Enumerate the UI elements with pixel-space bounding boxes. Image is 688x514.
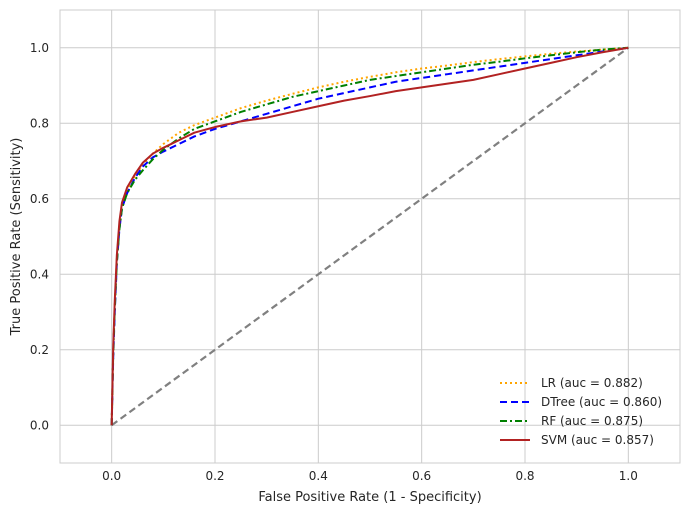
y-tick-label: 0.6	[30, 192, 49, 206]
legend-entry-label: LR (auc = 0.882)	[541, 376, 643, 390]
y-tick-label: 0.8	[30, 116, 49, 130]
y-tick-label: 0.0	[30, 418, 49, 432]
legend: LR (auc = 0.882) DTree (auc = 0.860) RF (a…	[500, 376, 662, 447]
legend-entry-label: SVM (auc = 0.857)	[541, 433, 654, 447]
series-line-3	[110, 46, 629, 426]
y-axis-label: True Positive Rate (Sensitivity)	[9, 138, 24, 337]
y-tick-label: 0.4	[30, 267, 49, 281]
reference-diagonal	[111, 46, 629, 427]
x-tick-label: 0.4	[309, 469, 328, 483]
x-tick-label: 0.2	[205, 469, 224, 483]
y-tick-label: 0.2	[30, 343, 49, 357]
legend-entry-label: RF (auc = 0.875)	[541, 414, 643, 428]
reference-diagonal-layer	[111, 46, 629, 427]
y-tick-labels: 0.0 0.2 0.4 0.6 0.8 1.0	[30, 41, 49, 433]
y-tick-label: 1.0	[30, 41, 49, 55]
x-tick-label: 1.0	[619, 469, 638, 483]
x-tick-label: 0.6	[412, 469, 431, 483]
x-tick-label: 0.8	[515, 469, 534, 483]
grid-lines	[60, 10, 680, 463]
legend-entry-label: DTree (auc = 0.860)	[541, 395, 662, 409]
x-axis-label: False Positive Rate (1 - Specificity)	[258, 490, 481, 505]
x-tick-label: 0.0	[102, 469, 121, 483]
series-layer	[110, 46, 629, 426]
x-tick-labels: 0.0 0.2 0.4 0.6 0.8 1.0	[102, 469, 638, 483]
